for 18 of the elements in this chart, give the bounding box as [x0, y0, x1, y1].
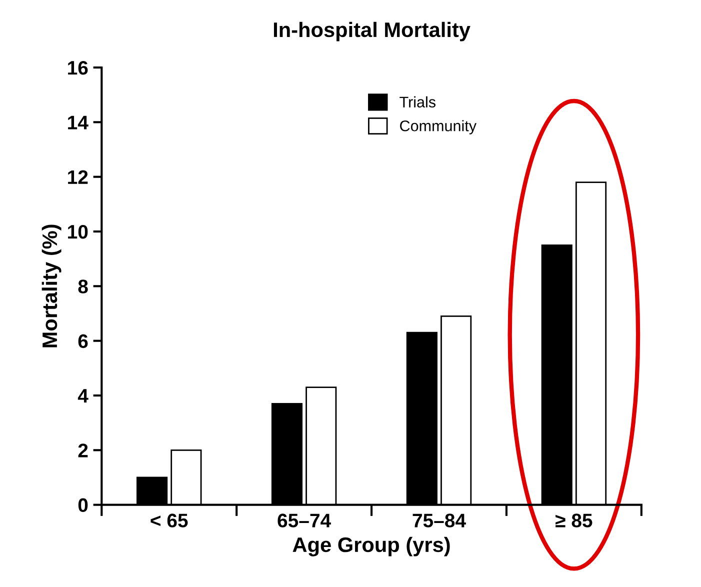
y-tick-label: 0	[78, 498, 88, 512]
y-tick-label: 16	[68, 60, 88, 75]
legend-label: Trials	[400, 96, 436, 108]
x-tick-label: ≥ 85	[556, 514, 592, 528]
y-axis-title: Mortality (%)	[42, 224, 62, 348]
y-tick-label: 2	[78, 444, 88, 458]
y-tick-label: 14	[68, 116, 88, 130]
y-tick-label: 8	[78, 280, 88, 294]
y-tick-label: 6	[78, 334, 88, 348]
x-axis-title: Age Group (yrs)	[292, 536, 450, 556]
x-tick-label: < 65	[150, 514, 188, 528]
y-tick-label: 12	[68, 170, 88, 184]
legend-label: Community	[400, 120, 477, 134]
x-tick-label: 75–84	[412, 514, 466, 528]
x-tick-label: 65–74	[278, 514, 331, 528]
y-tick-label: 10	[68, 224, 88, 239]
chart-title: In-hospital Mortality	[274, 22, 470, 42]
y-tick-label: 4	[78, 389, 88, 403]
